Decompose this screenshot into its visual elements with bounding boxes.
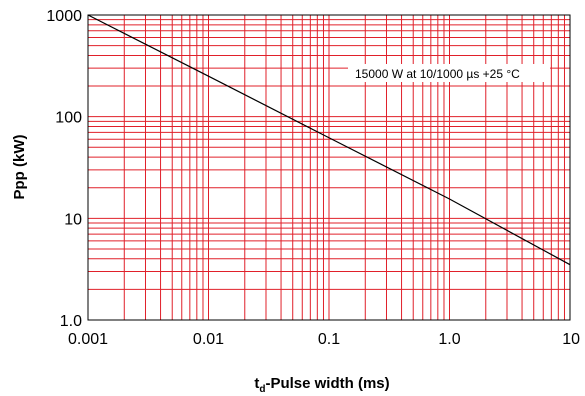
y-tick-label: 10 — [64, 211, 82, 228]
y-axis-label: Ppp (kW) — [11, 135, 28, 200]
x-tick-label: 0.01 — [193, 331, 224, 348]
x-tick-label: 1.0 — [438, 331, 460, 348]
x-axis-label-rest: -Pulse width (ms) — [265, 375, 389, 392]
grid — [87, 15, 570, 321]
x-tick-labels: 0.001 0.01 0.1 1.0 10 — [68, 331, 580, 348]
annotation-box: 15000 W at 10/1000 µs +25 °C — [348, 64, 550, 82]
x-axis-label: td-Pulse width (ms) — [254, 375, 389, 395]
x-axis-label-sub: d — [259, 384, 265, 395]
annotation-label: 15000 W at 10/1000 µs +25 °C — [355, 67, 520, 81]
plot-frame — [87, 14, 571, 321]
series-layer — [87, 14, 571, 266]
y-tick-label: 1.0 — [60, 313, 82, 330]
y-tick-labels: 1.0 10 100 1000 — [46, 8, 82, 330]
x-axis-label-main: t — [254, 375, 259, 392]
x-tick-label: 0.1 — [318, 331, 340, 348]
series-line — [87, 14, 571, 266]
x-tick-label: 0.001 — [68, 331, 108, 348]
y-tick-label: 100 — [55, 110, 82, 127]
y-tick-label: 1000 — [46, 8, 82, 25]
x-tick-label: 10 — [562, 331, 580, 348]
